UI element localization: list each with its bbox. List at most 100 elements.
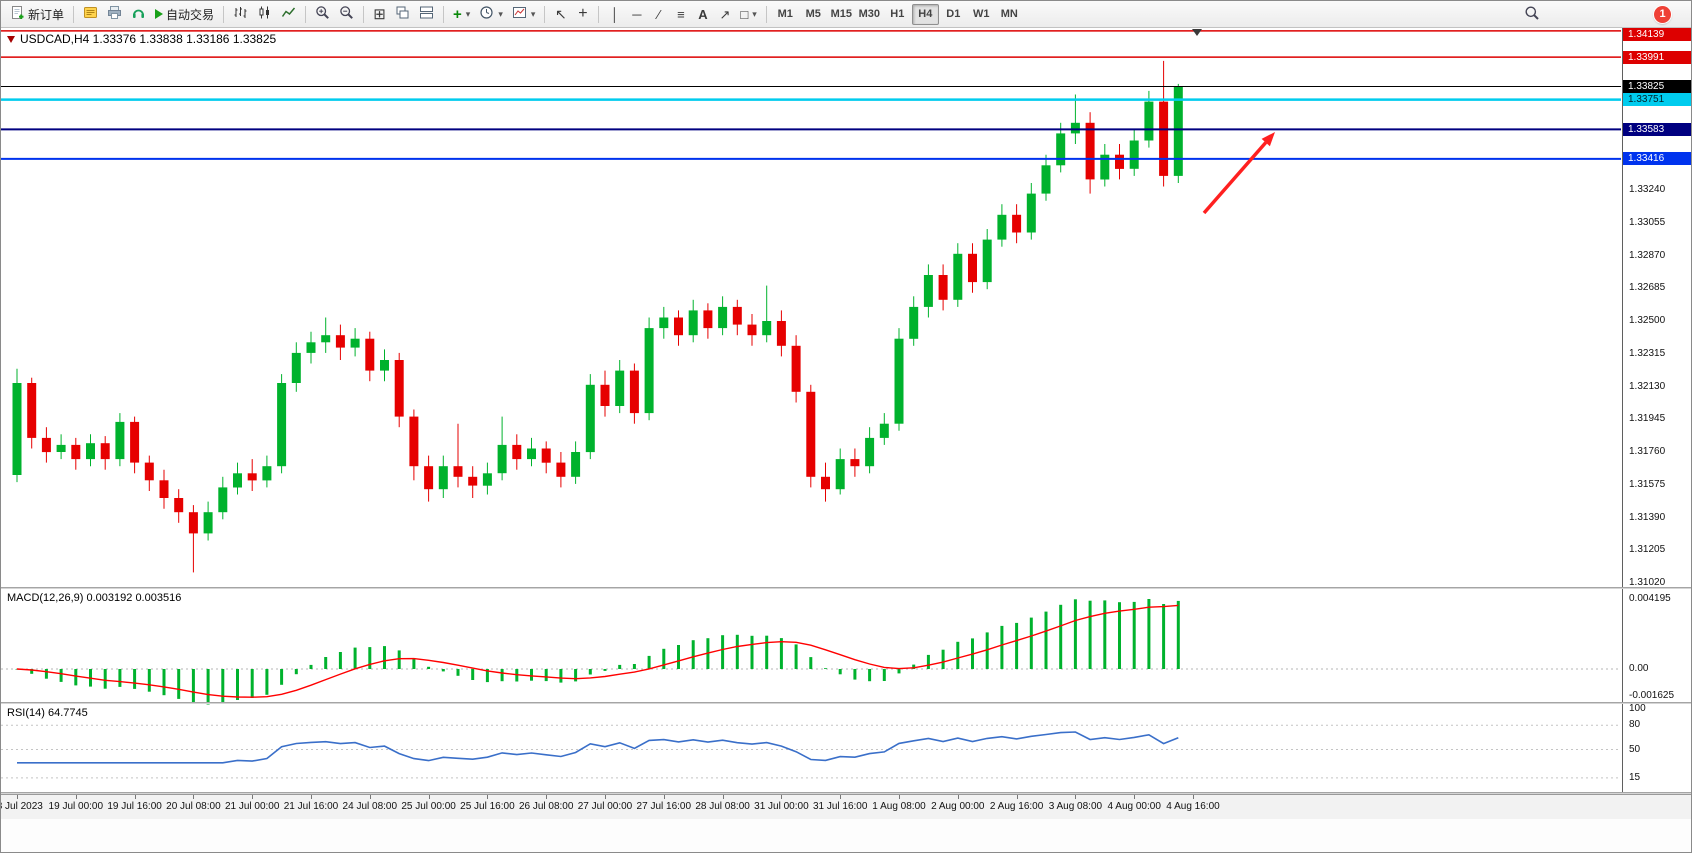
price-tick-label: 1.32315 — [1629, 348, 1666, 359]
price-level-label: 1.34139 — [1623, 28, 1691, 41]
time-tick-mark — [252, 795, 254, 799]
price-level-label: 1.33416 — [1623, 152, 1691, 165]
toolbar-separator — [765, 5, 767, 23]
price-axis[interactable]: 1.33240 1.33055 1.32870 1.32685 1.32500 1.323… — [1622, 27, 1691, 794]
time-tick-mark — [781, 795, 783, 799]
time-tick-mark — [722, 795, 724, 799]
trendline-tool-button[interactable]: ∕ — [648, 4, 669, 25]
time-tick-mark — [428, 795, 430, 799]
rsi-indicator-label: RSI(14) 64.7745 — [7, 707, 88, 719]
time-tick-label: 25 Jul 16:00 — [460, 801, 515, 812]
price-level-label: 1.33751 — [1623, 93, 1691, 106]
time-tick-label: 19 Jul 00:00 — [48, 801, 104, 812]
crosshair-tool-button[interactable]: + — [572, 4, 593, 25]
macd-scale-label: 0.004195 — [1629, 593, 1671, 604]
arrange-windows-button[interactable] — [415, 4, 438, 25]
support-button[interactable] — [127, 4, 150, 25]
time-tick-label: 21 Jul 00:00 — [224, 801, 280, 812]
cursor-tool-button[interactable]: ↖ — [550, 4, 571, 25]
print-button[interactable] — [103, 4, 126, 25]
rsi-value: 64.7745 — [47, 707, 88, 719]
chevron-down-icon: ▾ — [498, 8, 503, 19]
timeframe-mn[interactable]: MN — [996, 4, 1023, 25]
chart-shift-marker-icon[interactable] — [1192, 29, 1202, 36]
bars-icon — [233, 5, 248, 23]
timeframe-m15[interactable]: M15 — [828, 4, 855, 25]
chart-info-line: USDCAD,H4 1.33376 1.33838 1.33186 1.3382… — [7, 32, 276, 46]
macd-signal-line — [16, 604, 1179, 698]
bottom-filler — [1, 819, 1691, 852]
new-order-label: 新订单 — [28, 7, 65, 22]
search-button[interactable] — [1520, 4, 1544, 25]
timeframe-h4[interactable]: H4 — [911, 3, 939, 25]
vertical-line-tool-button[interactable]: │ — [604, 4, 625, 25]
rsi-scale-label: 100 — [1629, 703, 1646, 714]
rsi-scale-label: 80 — [1629, 719, 1641, 730]
time-tick-label: 25 Jul 00:00 — [401, 801, 456, 812]
timeframe-w1[interactable]: W1 — [968, 4, 995, 25]
annotation-arrow[interactable] — [1202, 132, 1275, 215]
add-indicator-button[interactable]: + ▾ — [449, 4, 474, 25]
time-tick-label: 28 Jul 08:00 — [695, 801, 750, 812]
macd-value: 0.003192 — [86, 592, 133, 604]
bar-chart-mode-button[interactable] — [229, 4, 252, 25]
timeframe-m30[interactable]: M30 — [856, 4, 883, 25]
time-tick-mark — [75, 795, 77, 799]
new-order-button[interactable]: 新订单 — [6, 4, 68, 25]
fibonacci-tool-button[interactable]: ≡ — [670, 4, 691, 25]
timeframe-m1[interactable]: M1 — [772, 4, 799, 25]
periods-button[interactable]: ▾ — [475, 4, 507, 25]
panel-separator[interactable] — [1, 702, 1691, 704]
time-tick-label: 27 Jul 00:00 — [577, 801, 633, 812]
time-tick-mark — [605, 795, 606, 799]
time-tick-label: 3 Aug 08:00 — [1048, 801, 1103, 812]
auto-trading-label: 自动交易 — [166, 7, 215, 22]
price-tick-label: 1.31390 — [1629, 512, 1666, 523]
time-tick-label: 24 Jul 08:00 — [342, 801, 398, 812]
price-tick-label: 1.31020 — [1629, 577, 1666, 588]
candlestick-mode-button[interactable] — [253, 4, 276, 25]
indicator-plus-icon: + — [453, 5, 462, 23]
line-chart-mode-button[interactable] — [277, 4, 300, 25]
zoom-out-button[interactable] — [335, 4, 358, 25]
yellow-notes-icon — [83, 5, 98, 23]
toolbar-separator — [544, 5, 546, 23]
search-icon — [1524, 5, 1540, 24]
panel-separator[interactable] — [1, 587, 1691, 589]
notification-badge[interactable]: 1 — [1654, 5, 1671, 23]
time-tick-label: 4 Aug 00:00 — [1107, 801, 1161, 812]
new-order-icon — [10, 5, 25, 23]
cursor-icon: ↖ — [555, 6, 567, 22]
time-tick-mark — [1016, 795, 1018, 799]
toolbar-separator — [363, 5, 365, 23]
metaeditor-button[interactable] — [79, 4, 102, 25]
zoom-in-button[interactable] — [311, 4, 334, 25]
trendline-icon: ∕ — [657, 6, 660, 22]
arrows-tool-button[interactable]: ↗ — [714, 4, 735, 25]
timeframe-m5[interactable]: M5 — [800, 4, 827, 25]
cascade-windows-button[interactable] — [391, 4, 414, 25]
chevron-down-icon: ▾ — [530, 8, 536, 19]
macd-scale-label: 0.00 — [1629, 663, 1649, 674]
time-tick-label: 1 Aug 08:00 — [872, 801, 926, 812]
horizontal-line-icon: ─ — [632, 6, 642, 22]
timeframe-d1[interactable]: D1 — [940, 4, 967, 25]
timeframe-h1[interactable]: H1 — [884, 4, 911, 25]
tile-windows-button[interactable]: ⊞ — [369, 4, 390, 25]
panel-separator[interactable] — [1, 792, 1691, 794]
text-tool-button[interactable]: A — [692, 4, 713, 25]
headset-icon — [131, 5, 146, 23]
auto-trading-button[interactable]: 自动交易 — [151, 4, 218, 25]
time-tick-label: 27 Jul 16:00 — [636, 801, 692, 812]
horizontal-line-tool-button[interactable]: ─ — [626, 4, 647, 25]
price-tick-label: 1.32685 — [1629, 282, 1666, 293]
templates-button[interactable]: ▾ — [508, 4, 540, 25]
candles-icon — [257, 5, 272, 23]
time-tick-mark — [1134, 795, 1136, 799]
arrange-windows-icon — [419, 5, 434, 23]
time-tick-mark — [1075, 795, 1077, 799]
macd-name: MACD(12,26,9) — [7, 592, 84, 604]
shapes-tool-button[interactable]: □ ▾ — [736, 4, 760, 25]
